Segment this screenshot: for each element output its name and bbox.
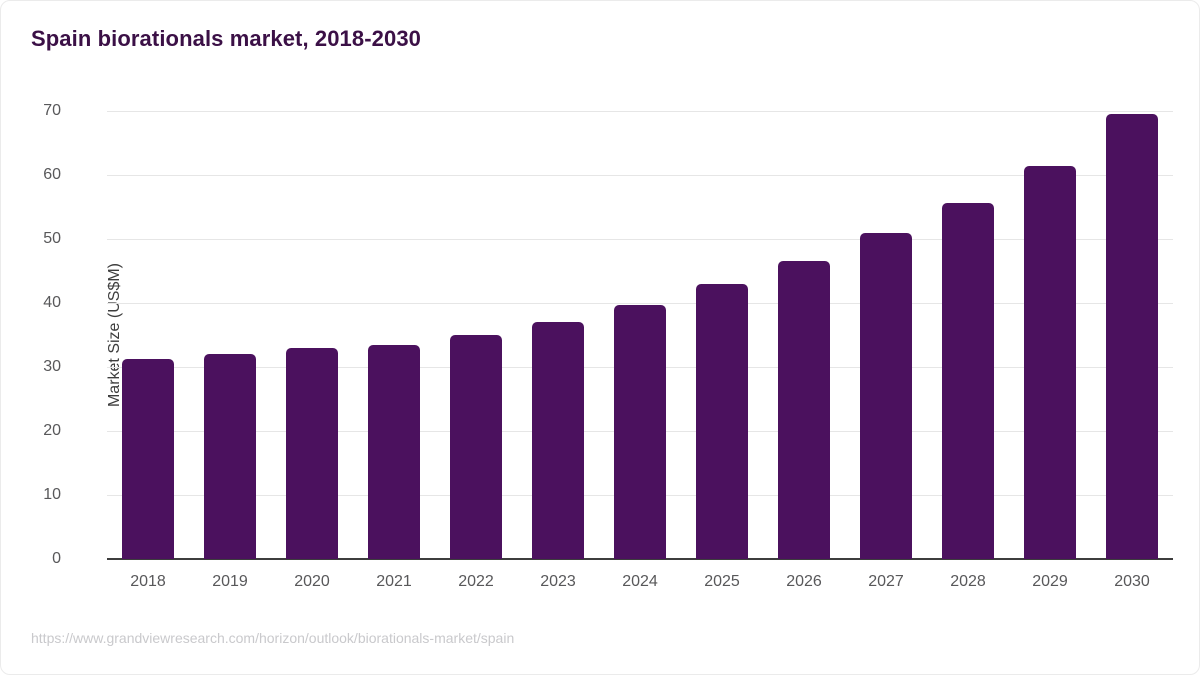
- bar[interactable]: [1024, 166, 1076, 559]
- bar[interactable]: [450, 335, 502, 559]
- gridline: [107, 175, 1173, 176]
- x-axis-tick-label: 2023: [540, 573, 576, 590]
- x-axis-tick-label: 2018: [130, 573, 166, 590]
- y-axis-tick-label: 70: [43, 102, 61, 119]
- bar-group: 2028: [927, 111, 1009, 590]
- bar[interactable]: [860, 233, 912, 559]
- x-axis-tick-label: 2024: [622, 573, 658, 590]
- bar[interactable]: [942, 202, 994, 559]
- bar-group: 2025: [681, 111, 763, 590]
- y-axis-tick-label: 40: [43, 294, 61, 311]
- bar[interactable]: [204, 353, 256, 559]
- gridline: [107, 239, 1173, 240]
- source-url: https://www.grandviewresearch.com/horizo…: [31, 630, 515, 646]
- y-axis-tick-label: 50: [43, 230, 61, 247]
- y-axis-tick-label: 20: [43, 422, 61, 439]
- y-axis-tick-label: 0: [52, 550, 61, 567]
- y-axis-tick-label: 30: [43, 358, 61, 375]
- bar-group: 2024: [599, 111, 681, 590]
- y-axis-tick-label: 10: [43, 486, 61, 503]
- bar-group: 2018: [107, 111, 189, 590]
- gridline: [107, 111, 1173, 112]
- bar[interactable]: [1106, 113, 1158, 559]
- bar-group: 2029: [1009, 111, 1091, 590]
- bar[interactable]: [532, 321, 584, 559]
- x-axis-tick-label: 2025: [704, 573, 740, 590]
- bar[interactable]: [614, 304, 666, 559]
- x-axis-tick-label: 2027: [868, 573, 904, 590]
- bar[interactable]: [778, 260, 830, 559]
- x-axis-tick-label: 2019: [212, 573, 248, 590]
- bar-group: 2020: [271, 111, 353, 590]
- x-axis-tick-label: 2029: [1032, 573, 1068, 590]
- x-axis-tick-label: 2028: [950, 573, 986, 590]
- x-axis-tick-label: 2022: [458, 573, 494, 590]
- bar-group: 2027: [845, 111, 927, 590]
- bar-group: 2021: [353, 111, 435, 590]
- x-axis-tick-label: 2021: [376, 573, 412, 590]
- gridline: [107, 303, 1173, 304]
- x-axis-tick-label: 2020: [294, 573, 330, 590]
- bar[interactable]: [368, 345, 420, 559]
- bar[interactable]: [286, 347, 338, 559]
- bar-group: 2023: [517, 111, 599, 590]
- bar-group: 2019: [189, 111, 271, 590]
- page-title: Spain biorationals market, 2018-2030: [31, 26, 421, 51]
- x-axis-tick-label: 2026: [786, 573, 822, 590]
- x-axis-line: [107, 558, 1173, 560]
- bars-group: 2018 2019 2020 2021 2022 2023 2024 2025 2026 2027…: [107, 111, 1173, 590]
- plot-area: Market Size (US$M) 0 10 20 30 40 50 60 70 2018 2…: [43, 102, 1173, 590]
- y-axis-tick-label: 60: [43, 166, 61, 183]
- bar-group: 2030: [1091, 111, 1173, 590]
- bar[interactable]: [696, 283, 748, 559]
- x-axis-tick-label: 2030: [1114, 573, 1150, 590]
- bar-group: 2022: [435, 111, 517, 590]
- bar-group: 2026: [763, 111, 845, 590]
- bar[interactable]: [122, 358, 174, 559]
